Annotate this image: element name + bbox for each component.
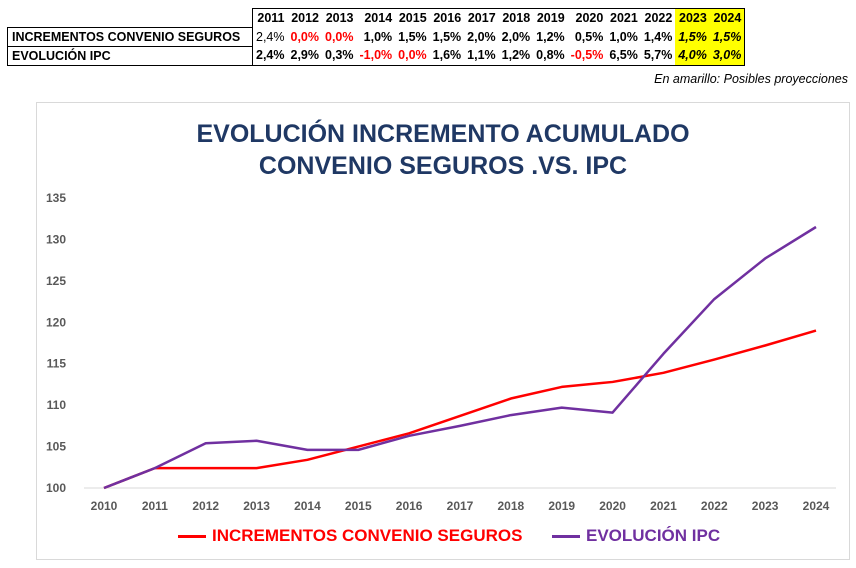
x-tick-label: 2011 — [142, 499, 168, 513]
x-tick-label: 2021 — [650, 499, 677, 513]
series-line-ipc — [103, 225, 817, 490]
chart-title: EVOLUCIÓN INCREMENTO ACUMULADO — [196, 120, 690, 148]
year-header-2012: 2012 — [287, 8, 322, 27]
legend-swatch-ipc — [552, 534, 580, 538]
table-cell: 1,5% — [709, 27, 746, 46]
year-header-2021: 2021 — [606, 8, 641, 27]
year-header-2024: 2024 — [709, 8, 746, 27]
table-cell: 1,2% — [536, 29, 565, 44]
table-cell: 0,8% — [533, 46, 568, 66]
chart-area — [36, 102, 850, 560]
year-header-2013: 2013 — [322, 8, 357, 27]
table-cell: 1,5% — [398, 29, 427, 44]
y-tick-label: 120 — [46, 315, 66, 329]
row-label: EVOLUCIÓN IPC — [7, 45, 253, 66]
table-cell: 0,0% — [290, 29, 320, 44]
x-tick-label: 2023 — [752, 499, 779, 513]
x-tick-label: 2016 — [396, 499, 423, 513]
y-tick-label: 110 — [47, 398, 67, 412]
table-cell: 1,2% — [498, 46, 534, 66]
year-header-2020: 2020 — [567, 8, 607, 27]
table-cell: -1,0% — [356, 46, 396, 66]
table-cell: 1,0% — [609, 29, 638, 44]
x-tick-label: 2018 — [498, 499, 525, 513]
x-tick-label: 2017 — [447, 499, 474, 513]
table-cell: 1,0% — [363, 29, 393, 44]
year-header-2015: 2015 — [395, 8, 430, 27]
legend-label-ipc: EVOLUCIÓN IPC — [586, 526, 721, 545]
table-cell: 2,4% — [252, 27, 288, 46]
x-tick-label: 2019 — [548, 499, 575, 513]
table-cell: 4,0% — [675, 46, 710, 66]
series-line-convenio — [103, 329, 817, 490]
x-tick-label: 2013 — [243, 499, 270, 513]
legend-label-convenio: INCREMENTOS CONVENIO SEGUROS — [212, 526, 523, 545]
year-header-2018: 2018 — [498, 8, 534, 27]
year-header-2011: 2011 — [252, 8, 288, 27]
table-cell: 1,4% — [643, 29, 673, 44]
projection-note: En amarillo: Posibles proyecciones — [654, 72, 848, 86]
x-tick-label: 2020 — [599, 499, 626, 513]
table-cell: 1,1% — [464, 46, 499, 66]
legend-item-convenio: INCREMENTOS CONVENIO SEGUROS — [178, 526, 522, 546]
y-tick-label: 125 — [46, 274, 66, 288]
y-tick-label: 100 — [46, 481, 66, 495]
table-cell: 3,0% — [709, 46, 746, 66]
table-cell: 2,0% — [467, 29, 496, 44]
table-cell: 0,3% — [322, 46, 357, 66]
table-cell: 1,6% — [429, 46, 465, 66]
table-cell: 2,9% — [287, 46, 322, 66]
x-tick-label: 2012 — [192, 499, 219, 513]
x-tick-label: 2022 — [701, 499, 728, 513]
table-cell: 5,7% — [640, 46, 676, 66]
y-tick-label: 105 — [46, 440, 66, 454]
y-tick-label: 115 — [47, 357, 67, 371]
table-cell: 1,5% — [675, 27, 710, 46]
year-header-2019: 2019 — [533, 8, 568, 27]
legend-swatch-convenio — [178, 534, 206, 538]
table-cell: 1,5% — [432, 29, 462, 44]
data-table: 2011 2012 2013 2014 2015 2016 2017 2018 2019 2020… — [7, 8, 746, 66]
year-header-2016: 2016 — [429, 8, 465, 27]
legend-item-ipc: EVOLUCIÓN IPC — [552, 526, 720, 546]
x-tick-label: 2024 — [803, 499, 830, 513]
x-tick-label: 2015 — [345, 499, 372, 513]
table-cell: 6,5% — [606, 46, 641, 66]
table-cell: -0,5% — [567, 46, 607, 66]
y-tick-label: 130 — [46, 232, 66, 246]
x-tick-label: 2010 — [91, 499, 118, 513]
table-cell: 2,0% — [501, 29, 531, 44]
year-header-2014: 2014 — [356, 8, 396, 27]
year-header-2023: 2023 — [675, 8, 710, 27]
table-cell: 0,0% — [325, 29, 354, 44]
year-header-2017: 2017 — [464, 8, 499, 27]
table-cell: 2,4% — [252, 46, 288, 66]
table-cell: 0,0% — [395, 46, 430, 66]
y-tick-label: 135 — [46, 191, 66, 205]
chart-subtitle: CONVENIO SEGUROS .VS. IPC — [258, 152, 628, 180]
year-header-2022: 2022 — [640, 8, 676, 27]
table-cell: 0,5% — [574, 29, 604, 44]
x-tick-label: 2014 — [294, 499, 321, 513]
